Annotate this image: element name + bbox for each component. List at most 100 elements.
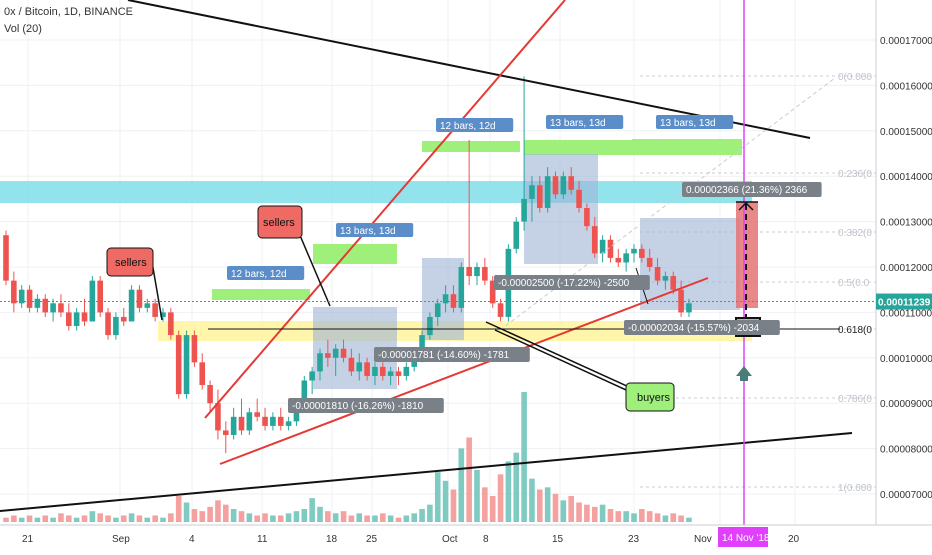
candle-body: [58, 303, 64, 313]
green-range-zone: [212, 289, 310, 300]
fib-level-label: 0.5(0.0: [838, 278, 870, 289]
candle-body: [591, 226, 598, 254]
price-tick-label: 0.00007000: [880, 490, 932, 501]
candle-body: [325, 353, 331, 358]
candle-body: [3, 235, 9, 281]
candle-body: [513, 221, 520, 249]
fib-level-label: 0.618(0: [838, 325, 872, 336]
candle-body: [434, 303, 441, 317]
volume-bar: [325, 511, 331, 522]
candle-body: [238, 416, 245, 431]
volume-bar: [73, 517, 80, 522]
candle-body: [285, 421, 292, 426]
measure-badge: [374, 347, 530, 362]
candle-body: [607, 239, 614, 258]
candle-body: [160, 312, 166, 317]
volume-bar: [332, 513, 339, 522]
current-price-badge: [876, 293, 932, 310]
time-tick-label: 15: [552, 534, 564, 545]
price-tick-label: 0.00009000: [880, 399, 932, 410]
volume-bar: [168, 513, 174, 522]
volume-bar: [474, 470, 480, 522]
sellers-arrow-line: [151, 261, 163, 321]
candle-body: [662, 276, 669, 281]
red-support-line: [219, 277, 709, 465]
fib-level-label: 0(0.000: [838, 72, 872, 83]
bar-range-label: 12 bars, 12d: [231, 269, 287, 280]
candle-body: [34, 298, 41, 308]
price-axis-background: [876, 0, 932, 550]
candle-body: [466, 267, 472, 277]
volume-bar: [497, 474, 504, 522]
candle-body: [529, 185, 535, 199]
candle-body: [254, 412, 260, 417]
candle-body: [105, 312, 111, 336]
bar-range-label: 13 bars, 13d: [550, 118, 606, 129]
volume-bar: [427, 504, 433, 522]
price-tick-label: 0.00013000: [880, 218, 932, 229]
volume-bar: [380, 513, 386, 522]
time-tick-label: Nov: [694, 534, 712, 545]
volume-bar: [199, 511, 206, 522]
volume-bar: [317, 506, 323, 522]
cyan-resistance-zone: [0, 181, 752, 203]
red-rising-line: [204, 0, 566, 419]
candle-body: [552, 176, 559, 195]
candle-body: [66, 312, 72, 327]
candle-body: [380, 366, 386, 376]
price-tick-label: 0.00008000: [880, 445, 932, 456]
volume-bar: [81, 515, 88, 522]
volume-bar: [466, 437, 472, 522]
candle-body: [537, 185, 543, 208]
bar-range-label: 13 bars, 13d: [660, 118, 716, 129]
green-range-zone: [632, 139, 742, 155]
volume-bar: [654, 513, 661, 522]
candle-body: [175, 335, 182, 395]
volume-bar: [411, 513, 417, 522]
candle-body: [623, 253, 629, 263]
candle-body: [168, 312, 174, 336]
current-price-label: 0.00011239: [878, 298, 931, 309]
measure-label: 0.00002366 (21.36%) 2366: [686, 185, 808, 196]
volume-bar: [521, 392, 527, 522]
bar-range-badge: [336, 223, 414, 237]
fib-level-label: 0.786(0: [838, 394, 872, 405]
bar-range-badge: [436, 118, 514, 132]
volume-bar: [97, 513, 103, 522]
volume-bar: [403, 515, 410, 522]
bar-range-label: 13 bars, 13d: [340, 226, 396, 237]
volume-bar: [419, 509, 425, 522]
measure-badge: [288, 398, 444, 413]
volume-bar: [489, 496, 496, 522]
green-range-zone: [422, 141, 520, 152]
bar-range-badge: [227, 266, 305, 280]
buyers-arrow-line: [485, 321, 641, 393]
price-tick-label: 0.00010000: [880, 354, 932, 365]
price-tick-label: 0.00011000: [880, 308, 932, 319]
time-tick-label: 25: [366, 534, 378, 545]
candle-body: [427, 316, 433, 336]
volume-bar: [599, 504, 606, 522]
measure-label: -0.00001781 (-14.60%) -1781: [378, 350, 510, 361]
volume-bar: [230, 509, 237, 522]
volume-bar: [301, 509, 308, 522]
candle-body: [615, 257, 622, 263]
volume-bar: [395, 517, 402, 522]
volume-bar: [293, 511, 300, 522]
candle-body: [262, 416, 268, 426]
fib-level-label: 1(0.000: [838, 483, 872, 494]
candle-body: [387, 371, 394, 376]
price-tick-label: 0.00012000: [880, 263, 932, 274]
volume-bar: [18, 517, 25, 522]
volume-indicator-label: Vol (20): [4, 23, 42, 35]
up-arrow-marker: [736, 366, 752, 381]
measure-badge: [494, 275, 650, 290]
time-tick-label: 11: [257, 534, 268, 545]
volume-bar: [576, 502, 582, 522]
measure-label: -0.00001810 (-16.26%) -1810: [292, 401, 424, 412]
volume-bar: [270, 515, 276, 522]
price-tick-label: 0.00015000: [880, 127, 932, 138]
